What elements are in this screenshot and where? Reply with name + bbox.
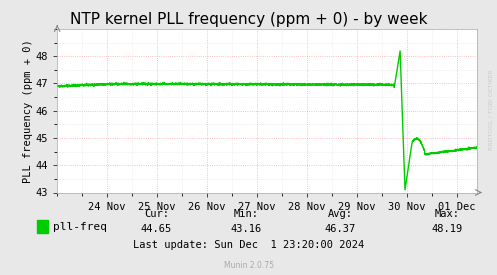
Text: NTP kernel PLL frequency (ppm + 0) - by week: NTP kernel PLL frequency (ppm + 0) - by … — [70, 12, 427, 28]
Text: Min:: Min: — [234, 209, 258, 219]
Y-axis label: PLL frequency (ppm + 0): PLL frequency (ppm + 0) — [23, 39, 33, 183]
Text: RRDTOOL / TOBI OETIKER: RRDTOOL / TOBI OETIKER — [488, 70, 493, 150]
Text: Max:: Max: — [435, 209, 460, 219]
Text: 46.37: 46.37 — [325, 224, 356, 234]
Text: pll-freq: pll-freq — [53, 222, 107, 232]
Text: Munin 2.0.75: Munin 2.0.75 — [224, 260, 273, 270]
Text: 43.16: 43.16 — [231, 224, 261, 234]
Text: 44.65: 44.65 — [141, 224, 172, 234]
Text: Cur:: Cur: — [144, 209, 169, 219]
Text: 48.19: 48.19 — [432, 224, 463, 234]
Text: Avg:: Avg: — [328, 209, 353, 219]
Text: Last update: Sun Dec  1 23:20:00 2024: Last update: Sun Dec 1 23:20:00 2024 — [133, 240, 364, 250]
